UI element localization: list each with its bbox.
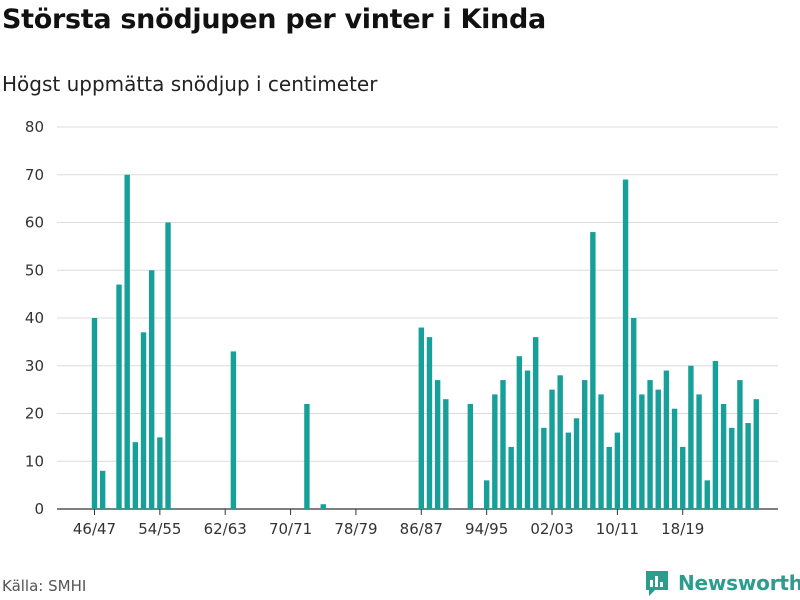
bar-89/90 (443, 399, 449, 509)
bar-87/88 (426, 337, 433, 509)
bar-50/51 (124, 174, 130, 509)
bar-63/64 (230, 351, 237, 509)
bars (91, 174, 759, 510)
bar-88/89 (434, 380, 441, 509)
brand-name: Newsworthy (678, 571, 800, 595)
bar-22/23 (712, 360, 719, 509)
bar-54/55 (157, 437, 163, 509)
bar-07/08 (590, 232, 596, 510)
bar-21/22 (704, 480, 710, 509)
bar-03/04 (557, 375, 563, 509)
bar-27/28 (753, 399, 759, 509)
y-tick-label: 30 (25, 357, 44, 375)
bar-14/15 (647, 380, 653, 509)
source-label: Källa: SMHI (2, 577, 87, 595)
y-tick-label: 40 (25, 309, 44, 327)
newsworthy-brand[interactable]: Newsworthy (644, 569, 800, 597)
bar-74/75 (320, 504, 326, 509)
y-tick-label: 0 (34, 500, 44, 518)
bar-13/14 (639, 394, 645, 509)
bar-01/02 (541, 427, 547, 509)
bar-10/11 (614, 432, 621, 509)
bar-72/73 (304, 403, 310, 509)
bar-98/99 (516, 356, 523, 509)
x-tick-label: 02/03 (530, 520, 573, 538)
y-tick-label: 10 (25, 452, 44, 470)
x-tick-label: 46/47 (73, 520, 116, 538)
newsworthy-logo-icon (646, 571, 668, 596)
bar-19/20 (688, 365, 694, 509)
bar-55/56 (165, 222, 171, 509)
bar-20/21 (696, 394, 702, 509)
x-tick-label: 62/63 (204, 520, 247, 538)
gridlines (57, 126, 778, 510)
chart-subtitle: Högst uppmätta snödjup i centimeter (2, 72, 378, 96)
bar-04/05 (565, 432, 572, 509)
bar-26/27 (745, 423, 751, 509)
bar-53/54 (148, 270, 155, 509)
bar-47/48 (99, 470, 106, 509)
x-tick-label: 18/19 (661, 520, 704, 538)
bar-17/18 (671, 408, 678, 509)
x-tick-label: 78/79 (334, 520, 377, 538)
bar-96/97 (500, 380, 506, 509)
bar-09/10 (606, 446, 612, 509)
y-tick-label: 60 (25, 214, 44, 232)
bar-99/00 (524, 370, 531, 509)
bar-95/96 (492, 394, 498, 509)
bar-52/53 (140, 332, 147, 509)
bar-25/26 (737, 380, 743, 509)
bar-02/03 (549, 389, 555, 509)
y-tick-label: 70 (25, 166, 44, 184)
bar-24/25 (729, 427, 735, 509)
bar-92/93 (467, 403, 474, 509)
x-tick-label: 70/71 (269, 520, 312, 538)
y-tick-label: 80 (25, 118, 44, 136)
bar-23/24 (720, 403, 727, 509)
x-axis-ticks: 46/47 54/55 62/63 70/71 78/79 86/87 94/95 02/03… (73, 509, 704, 538)
y-tick-label: 50 (25, 261, 44, 279)
bar-00/01 (532, 337, 539, 509)
bar-12/13 (631, 318, 637, 509)
x-tick-label: 86/87 (400, 520, 443, 538)
bar-18/19 (680, 446, 686, 509)
y-axis-ticks: 0 10 20 30 40 50 60 70 80 (25, 118, 44, 518)
bar-15/16 (655, 389, 661, 509)
x-tick-label: 94/95 (465, 520, 508, 538)
x-tick-label: 54/55 (138, 520, 181, 538)
x-tick-label: 10/11 (596, 520, 639, 538)
bar-06/07 (582, 380, 588, 509)
bar-86/87 (418, 327, 424, 509)
bar-11/12 (622, 179, 629, 509)
bar-97/98 (508, 446, 514, 509)
y-tick-label: 20 (25, 405, 44, 423)
bar-05/06 (573, 418, 580, 509)
bar-46/47 (91, 318, 98, 509)
chart-title: Största snödjupen per vinter i Kinda (2, 4, 546, 35)
bar-16/17 (663, 370, 670, 509)
bar-08/09 (598, 394, 604, 509)
bar-49/50 (116, 284, 122, 509)
bar-94/95 (483, 480, 490, 509)
snow-depth-bar-chart: 0 10 20 30 40 50 60 70 80 46/47 54/55 62/63 70/71 78… (25, 118, 778, 538)
bar-51/52 (132, 442, 139, 509)
